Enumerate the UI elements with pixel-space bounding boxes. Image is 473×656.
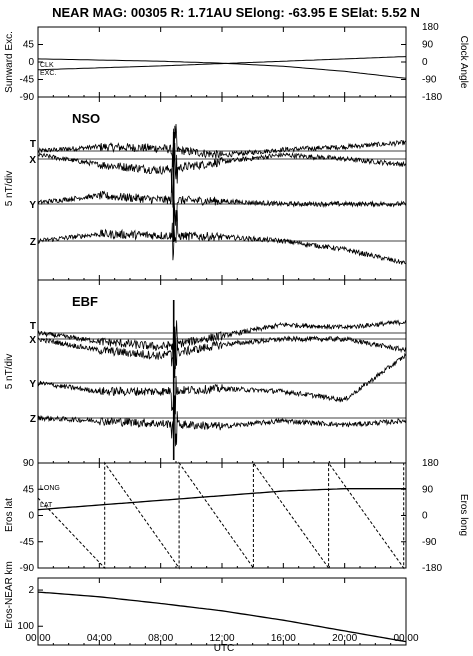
dist-axis-label: Eros-NEAR km [4, 561, 15, 629]
curve-label-exc: EXC. [40, 70, 56, 77]
angles-right-tick-label: 90 [422, 40, 434, 51]
ebf-component-label-T: T [30, 321, 36, 332]
nso-component-label-T: T [30, 139, 36, 150]
angles-left-tick-label: 0 [28, 57, 34, 68]
x-tick-label: 00:00 [393, 633, 418, 644]
angles-left-tick-label: -45 [20, 75, 35, 86]
x-tick-label: 16:00 [271, 633, 296, 644]
nso-series-X [37, 142, 407, 193]
series-eros-lat [37, 488, 406, 511]
nso-component-label-Z: Z [30, 237, 36, 248]
eros-right-tick-label: -180 [422, 563, 442, 574]
dist-tick-label: 100 [17, 621, 34, 632]
nso-y-axis-label: 5 nT/div [4, 171, 15, 207]
ebf-series-X [37, 335, 407, 378]
eros-left-tick-label: 0 [28, 511, 34, 522]
eros-right-tick-label: 180 [422, 458, 439, 469]
nso-series-T [37, 123, 407, 168]
angles-right-axis-label: Clock Angle [458, 36, 469, 89]
series-eros-near-distance [37, 591, 407, 643]
angles-left-axis-label: Sunward Exc. [4, 31, 15, 93]
angles-right-tick-label: -90 [422, 75, 437, 86]
x-tick-label: 12:00 [209, 633, 234, 644]
curve-label-lat: LAT [40, 502, 53, 509]
nso-component-label-X: X [29, 155, 36, 166]
ebf-component-label-Z: Z [30, 414, 36, 425]
ebf-component-label-Y: Y [29, 379, 36, 390]
panels: 45 0 -45 -90 180 90 0 -90 -180 Sunward Exc. Clock … [4, 22, 469, 646]
figure-title: NEAR MAG: 00305 R: 1.71AU SElong: -63.95… [52, 5, 420, 20]
series-clock-angle [37, 58, 407, 79]
eros-right-axis-label: Eros long [458, 494, 469, 536]
eros-right-tick-label: -90 [422, 537, 437, 548]
ebf-series-T [37, 319, 407, 370]
ebf-component-label-X: X [29, 335, 36, 346]
ebf-series-Y [37, 352, 407, 415]
x-tick-label: 04:00 [87, 633, 112, 644]
ebf-series-Z [37, 398, 407, 447]
dist-tick-label: 2 [28, 585, 34, 596]
angles-right-tick-label: 180 [422, 22, 439, 33]
eros-right-tick-label: 0 [422, 511, 428, 522]
x-tick-label: 00:00 [25, 633, 50, 644]
eros-left-tick-label: -45 [20, 537, 35, 548]
series-eros-long [37, 461, 406, 570]
eros-left-tick-label: 90 [23, 458, 35, 469]
eros-left-tick-label: -90 [20, 563, 35, 574]
angles-left-tick-label: 45 [23, 40, 35, 51]
angles-right-tick-label: -180 [422, 92, 442, 103]
x-tick-label: 20:00 [332, 633, 357, 644]
angles-right-tick-label: 0 [422, 57, 428, 68]
angles-left-tick-label: -90 [20, 92, 35, 103]
eros-left-axis-label: Eros lat [4, 498, 15, 532]
x-axis: 00:00 04:00 08:00 12:00 16:00 20:00 00:00 [25, 633, 418, 644]
x-tick-label: 08:00 [148, 633, 173, 644]
ebf-panel-tag: EBF [72, 294, 98, 309]
eros-right-tick-label: 90 [422, 484, 434, 495]
curve-label-long: LONG [40, 485, 60, 492]
eros-left-tick-label: 45 [23, 484, 35, 495]
nso-component-label-Y: Y [29, 200, 36, 211]
curve-label-clk: CLK [40, 62, 54, 69]
ebf-y-axis-label: 5 nT/div [4, 354, 15, 390]
nso-series-Z [37, 210, 407, 265]
x-axis-label: UTC [214, 643, 235, 654]
nso-panel-tag: NSO [72, 111, 100, 126]
panel-frame-eros [37, 462, 407, 569]
nso-series-Y [37, 176, 407, 226]
panel-frame-angles [37, 26, 407, 98]
